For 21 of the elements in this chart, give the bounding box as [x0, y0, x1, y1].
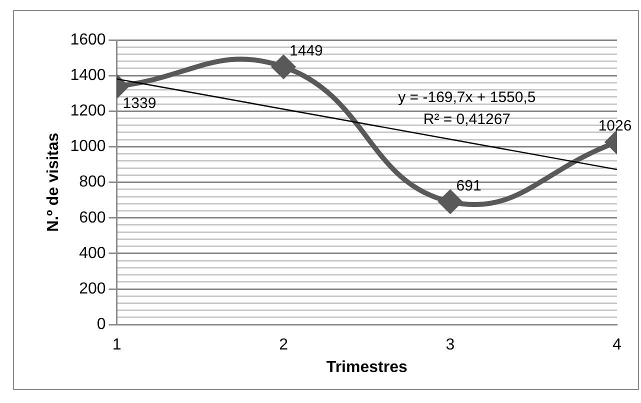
data-label: 1449: [290, 42, 323, 60]
y-tick-label: 1000: [70, 138, 106, 156]
annotation: R² = 0,41267: [423, 111, 511, 128]
y-axis-title: N.º de visitas: [45, 132, 62, 232]
y-tick-label: 200: [79, 280, 106, 298]
y-tick-label: 1200: [70, 102, 106, 120]
data-label: 691: [456, 177, 482, 194]
y-tick-label: 600: [79, 209, 106, 226]
y-tick-label: 1600: [70, 31, 106, 48]
y-tick-label: 0: [96, 316, 106, 334]
y-tick-label: 400: [79, 244, 106, 262]
x-tick-label: 1: [112, 336, 122, 354]
y-tick-label: 800: [79, 174, 106, 191]
x-tick-label: 4: [612, 336, 622, 354]
y-tick-label: 1400: [70, 66, 106, 84]
data-label: 1026: [598, 118, 632, 135]
x-tick-label: 2: [279, 336, 288, 354]
annotation: y = -169,7x + 1550,5: [398, 89, 536, 106]
x-tick-label: 3: [446, 336, 455, 354]
data-label: 1339: [122, 95, 156, 112]
x-axis-title: Trimestres: [326, 358, 408, 376]
